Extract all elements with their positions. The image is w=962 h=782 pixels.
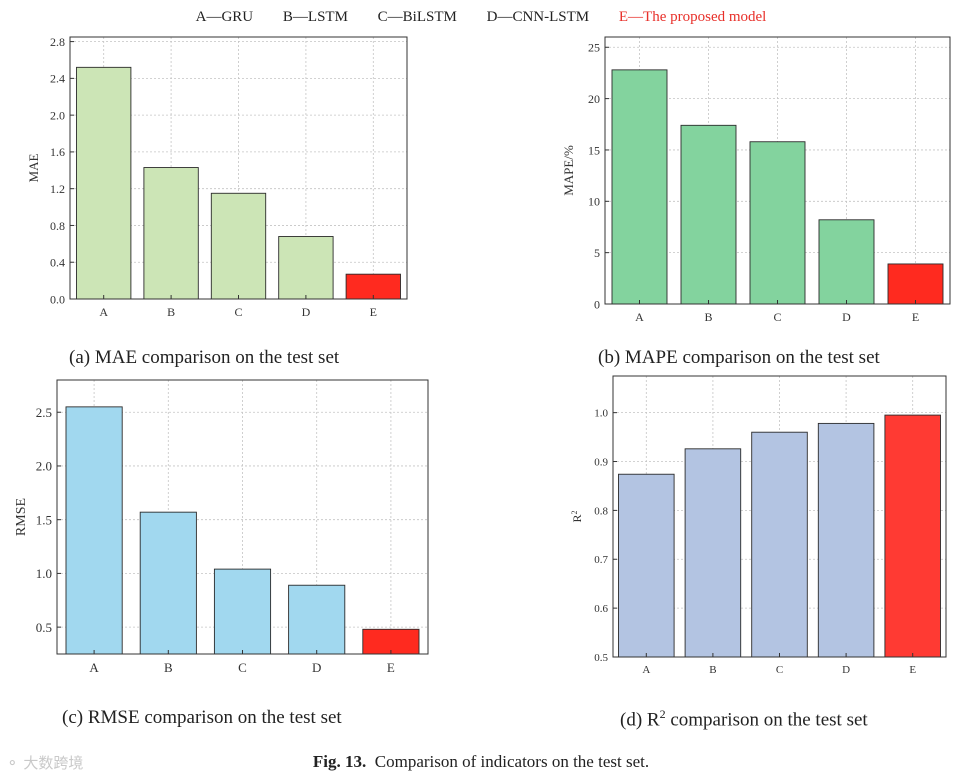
rmse-ytick-label-4: 2.5 [36, 405, 52, 420]
watermark-text: 大数跨境 [23, 754, 84, 772]
rmse-xtick-label-B: B [164, 660, 173, 675]
rmse-bar-A [65, 406, 123, 655]
r2-ytick-label-1: 0.6 [594, 603, 608, 615]
rmse-ytick-label-2: 1.5 [36, 512, 52, 527]
rmse-bar-C [213, 568, 272, 655]
rmse-xtick-label-E: E [387, 660, 395, 675]
legend-item-a: A—GRU [195, 9, 254, 25]
caption-b: (b) MAPE comparison on the test set [598, 347, 880, 368]
mae-bar-B [143, 167, 199, 300]
rmse-plot: 0.5 1.0 1.5 2.0 2.5 A B C D E RMSE [14, 379, 429, 675]
figure-caption-text: Comparison of indicators on the test set… [374, 752, 650, 771]
r2-bar-D [817, 422, 875, 658]
legend-item-e: E—The proposed model [618, 9, 767, 25]
r2-ytick-label-2: 0.7 [594, 554, 608, 566]
rmse-bar-E [362, 628, 420, 655]
figure-caption: Fig. 13. Comparison of indicators on the… [0, 752, 962, 772]
mae-xtick-label-A: A [99, 305, 108, 319]
mape-bar-A [611, 69, 668, 305]
mae-bar-E [345, 273, 401, 300]
mae-ytick-label-2: 0.8 [50, 219, 65, 233]
rmse-xtick-label-C: C [238, 660, 247, 675]
r2-xtick-label-D: D [842, 664, 850, 676]
r2-ylabel: R2 [570, 510, 584, 522]
r2-ylabel-base: R [570, 514, 584, 522]
r2-xtick-label-C: C [776, 664, 783, 676]
mape-xtick-label-D: D [842, 310, 851, 324]
rmse-xtick-label-A: A [89, 660, 99, 675]
mae-plot: 0.0 0.4 0.8 1.2 1.6 2.0 2.4 2.8 A B C D E MAE [26, 35, 408, 319]
mape-ytick-label-0: 0 [594, 297, 600, 311]
mae-ytick-label-6: 2.4 [50, 72, 65, 86]
mae-bar-D [278, 236, 334, 300]
mae-ylabel: MAE [26, 153, 41, 182]
mape-ytick-label-3: 15 [588, 143, 600, 157]
mape-ytick-label-2: 10 [588, 195, 600, 209]
mae-ytick-label-0: 0.0 [50, 292, 65, 306]
mape-ytick-label-4: 20 [588, 92, 600, 106]
mae-ytick-label-4: 1.6 [50, 145, 65, 159]
r2-xtick-label-A: A [642, 664, 650, 676]
r2-ytick-label-4: 0.9 [594, 456, 608, 468]
caption-d-sup: 2 [659, 707, 666, 721]
rmse-ytick-label-0: 0.5 [36, 620, 52, 635]
caption-c: (c) RMSE comparison on the test set [62, 707, 342, 728]
rmse-ytick-label-1: 1.0 [36, 566, 52, 581]
mape-bar-D [818, 219, 875, 305]
mape-ytick-label-1: 5 [594, 246, 600, 260]
caption-d: (d) R2 comparison on the test set [620, 707, 868, 731]
r2-xtick-label-E: E [909, 664, 916, 676]
mape-xtick-label-B: B [704, 310, 712, 324]
caption-d-suffix: comparison on the test set [665, 709, 868, 731]
r2-bar-C [751, 431, 808, 658]
mape-plot: 0 5 10 15 20 25 A B C D E MAPE/% [561, 36, 951, 324]
rmse-xtick-label-D: D [312, 660, 321, 675]
watermark: ⚬ 大数跨境 [6, 754, 84, 772]
caption-d-prefix: (d) R [620, 709, 660, 731]
mape-bar-E [887, 263, 944, 305]
mae-xtick-label-B: B [167, 305, 175, 319]
mape-xtick-label-A: A [635, 310, 644, 324]
legend-item-d: D—CNN-LSTM [486, 9, 590, 25]
r2-ylabel-sup: 2 [570, 510, 579, 514]
mape-bar-B [680, 124, 737, 305]
legend-item-c: C—BiLSTM [377, 9, 457, 25]
r2-bar-A [618, 473, 675, 658]
legend-item-b: B—LSTM [282, 9, 348, 25]
rmse-ylabel: RMSE [14, 498, 29, 536]
rmse-bar-B [139, 511, 197, 655]
chart-legend: A—GRU B—LSTM C—BiLSTM D—CNN-LSTM E—The p… [0, 9, 962, 26]
r2-ytick-label-3: 0.8 [594, 505, 608, 517]
mape-xtick-label-E: E [912, 310, 919, 324]
figure-label: Fig. 13. [312, 752, 367, 771]
r2-ytick-label-0: 0.5 [594, 652, 608, 664]
r2-ytick-label-5: 1.0 [594, 408, 608, 420]
mae-ytick-label-3: 1.2 [50, 182, 65, 196]
r2-xtick-label-B: B [709, 664, 716, 676]
mae-xtick-label-C: C [234, 305, 242, 319]
r2-bar-E [884, 414, 941, 658]
mae-xtick-label-D: D [302, 305, 311, 319]
r2-plot: 0.5 0.6 0.7 0.8 0.9 1.0 A B C D E R2 [570, 375, 947, 676]
mae-ytick-label-1: 0.4 [50, 256, 65, 270]
mape-ylabel: MAPE/% [561, 145, 576, 196]
mae-bar-C [210, 192, 267, 300]
mae-xtick-label-E: E [370, 305, 377, 319]
mape-bar-C [749, 141, 806, 305]
mape-ytick-label-5: 25 [588, 41, 600, 55]
rmse-bar-D [288, 584, 346, 655]
mae-bar-A [76, 66, 132, 300]
rmse-ytick-label-3: 2.0 [36, 459, 52, 474]
mae-ytick-label-5: 2.0 [50, 108, 65, 122]
mape-xtick-label-C: C [773, 310, 781, 324]
mae-ytick-label-7: 2.8 [50, 35, 65, 49]
caption-a: (a) MAE comparison on the test set [69, 347, 340, 368]
r2-bar-B [684, 448, 742, 658]
